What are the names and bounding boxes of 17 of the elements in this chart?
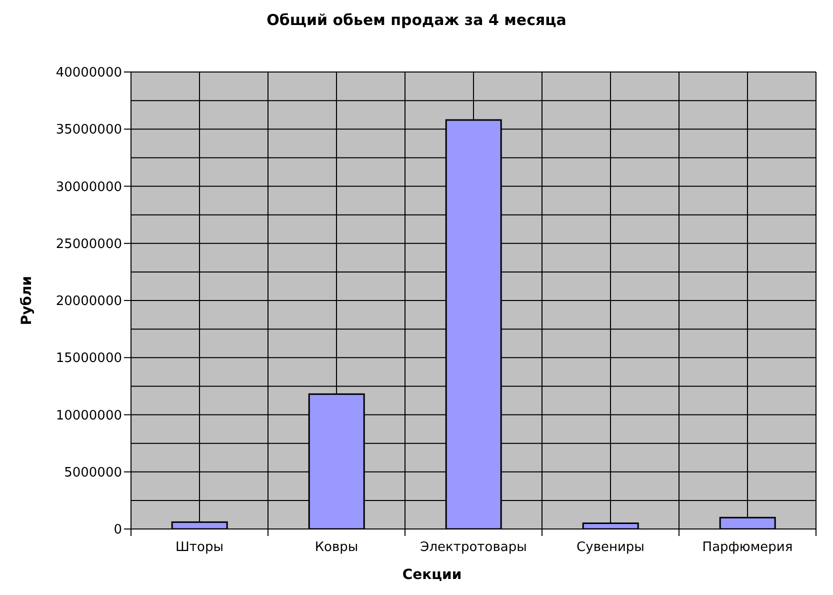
y-tick-label: 10000000 [56, 408, 122, 424]
y-tick-label: 25000000 [56, 236, 122, 252]
y-tick-label: 20000000 [56, 294, 122, 310]
y-tick-label: 35000000 [56, 122, 122, 138]
x-tick-label: Шторы [176, 540, 224, 555]
y-tick-label: 0 [114, 522, 122, 538]
y-axis-title: Рубли [19, 276, 35, 326]
x-tick-label: Парфюмерия [702, 540, 793, 555]
y-tick-label: 15000000 [56, 351, 122, 366]
x-tick-label: Сувениры [576, 540, 644, 555]
y-tick-label: 30000000 [56, 180, 122, 195]
y-tick-label: 40000000 [56, 66, 122, 81]
chart-title: Общий обьем продаж за 4 месяца [266, 11, 568, 29]
x-tick-label: Ковры [314, 540, 358, 555]
y-tick-label: 5000000 [64, 465, 122, 480]
x-tick-label: Электротовары [420, 540, 527, 555]
x-axis-title: Секции [402, 567, 462, 583]
